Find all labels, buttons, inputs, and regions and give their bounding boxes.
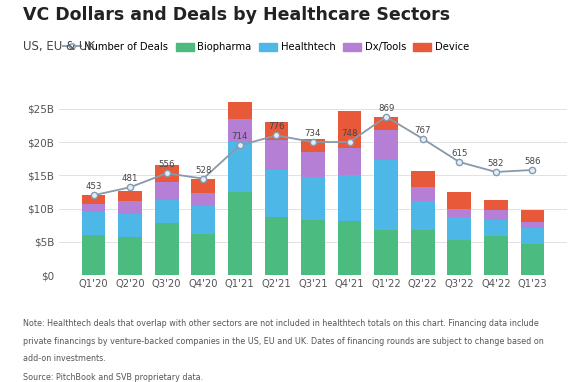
Bar bbox=[338, 112, 362, 148]
Text: 481: 481 bbox=[122, 174, 138, 183]
Bar bbox=[484, 200, 508, 210]
Text: 714: 714 bbox=[232, 133, 248, 141]
Text: add-on investments.: add-on investments. bbox=[23, 354, 106, 363]
Bar bbox=[448, 240, 471, 275]
Bar bbox=[448, 209, 471, 217]
Bar bbox=[374, 160, 398, 230]
Bar bbox=[155, 223, 178, 275]
Text: 615: 615 bbox=[451, 149, 467, 158]
Text: 586: 586 bbox=[524, 157, 541, 166]
Bar bbox=[264, 140, 288, 170]
Bar bbox=[82, 195, 105, 204]
Bar bbox=[264, 170, 288, 217]
Bar bbox=[228, 102, 252, 119]
Text: US, EU & UK: US, EU & UK bbox=[23, 40, 95, 53]
Text: private financings by venture-backed companies in the US, EU and UK. Dates of fi: private financings by venture-backed com… bbox=[23, 337, 544, 346]
Bar bbox=[191, 179, 215, 193]
Text: 453: 453 bbox=[85, 182, 102, 191]
Bar bbox=[338, 148, 362, 175]
Bar bbox=[301, 176, 325, 220]
Bar bbox=[82, 212, 105, 235]
Text: Source: PitchBook and SVB proprietary data.: Source: PitchBook and SVB proprietary da… bbox=[23, 373, 204, 382]
Bar bbox=[484, 210, 508, 220]
Bar bbox=[264, 122, 288, 140]
Bar bbox=[228, 142, 252, 192]
Bar bbox=[155, 165, 178, 182]
Bar bbox=[191, 234, 215, 275]
Bar bbox=[411, 171, 435, 187]
Bar bbox=[484, 236, 508, 275]
Bar bbox=[374, 230, 398, 275]
Bar bbox=[448, 192, 471, 209]
Bar bbox=[521, 210, 544, 222]
Bar bbox=[301, 139, 325, 152]
Bar bbox=[338, 221, 362, 275]
Bar bbox=[411, 187, 435, 201]
Bar bbox=[118, 191, 142, 201]
Bar bbox=[264, 217, 288, 275]
Text: 869: 869 bbox=[378, 104, 394, 113]
Bar bbox=[118, 237, 142, 275]
Bar bbox=[374, 130, 398, 160]
Bar bbox=[191, 193, 215, 206]
Bar bbox=[301, 220, 325, 275]
Bar bbox=[521, 228, 544, 244]
Text: 748: 748 bbox=[341, 129, 358, 138]
Bar bbox=[155, 200, 178, 223]
Text: VC Dollars and Deals by Healthcare Sectors: VC Dollars and Deals by Healthcare Secto… bbox=[23, 6, 450, 24]
Text: Note: Healthtech deals that overlap with other sectors are not included in healt: Note: Healthtech deals that overlap with… bbox=[23, 319, 539, 328]
Bar bbox=[82, 204, 105, 212]
Bar bbox=[374, 117, 398, 130]
Bar bbox=[118, 201, 142, 214]
Text: 776: 776 bbox=[268, 122, 285, 131]
Bar bbox=[338, 175, 362, 221]
Bar bbox=[228, 192, 252, 275]
Bar bbox=[484, 220, 508, 236]
Bar bbox=[118, 214, 142, 237]
Bar bbox=[301, 152, 325, 176]
Text: 734: 734 bbox=[305, 129, 321, 138]
Bar bbox=[448, 217, 471, 240]
Text: 556: 556 bbox=[159, 160, 175, 169]
Bar bbox=[228, 119, 252, 142]
Legend: Number of Deals, Biopharma, Healthtech, Dx/Tools, Device: Number of Deals, Biopharma, Healthtech, … bbox=[58, 38, 473, 56]
Bar bbox=[521, 222, 544, 228]
Bar bbox=[82, 235, 105, 275]
Bar bbox=[521, 244, 544, 275]
Bar bbox=[155, 182, 178, 200]
Bar bbox=[411, 230, 435, 275]
Text: 582: 582 bbox=[488, 159, 504, 168]
Bar bbox=[191, 206, 215, 234]
Bar bbox=[411, 201, 435, 230]
Text: 767: 767 bbox=[414, 126, 431, 135]
Text: 528: 528 bbox=[195, 166, 212, 175]
